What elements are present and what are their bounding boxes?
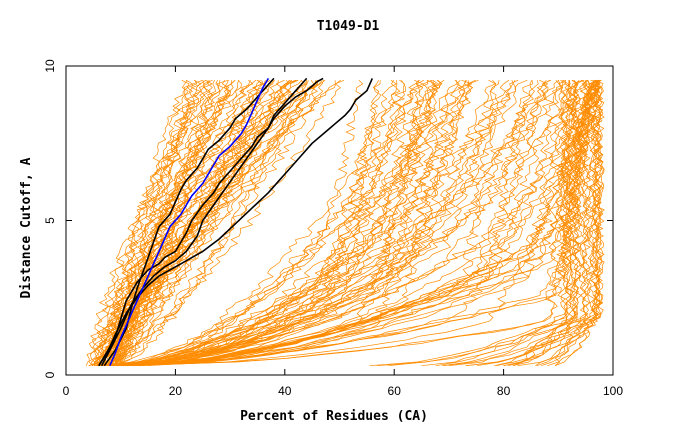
- model-curve: [540, 80, 591, 367]
- model-curve: [122, 79, 560, 367]
- model-curve: [113, 80, 401, 367]
- model-curve: [94, 79, 229, 367]
- model-curve: [118, 80, 380, 367]
- model-curve: [135, 80, 382, 367]
- highlight-curve: [98, 77, 324, 367]
- model-curve: [101, 79, 345, 367]
- model-curve: [106, 79, 550, 367]
- model-curve: [517, 79, 605, 367]
- model-curve: [116, 79, 562, 367]
- model-curve: [476, 79, 591, 367]
- model-curve: [124, 80, 589, 367]
- x-axis-label: Percent of Residues (CA): [240, 409, 428, 424]
- model-curve: [118, 80, 516, 367]
- x-tick-label: 80: [497, 384, 511, 398]
- model-curve: [101, 79, 424, 367]
- model-curve: [112, 79, 420, 367]
- model-curve: [136, 79, 405, 367]
- model-curve: [118, 79, 466, 367]
- model-curve: [441, 79, 579, 367]
- model-curve: [107, 79, 297, 367]
- model-curve: [104, 80, 397, 367]
- model-curve: [130, 80, 539, 367]
- model-curve: [104, 79, 547, 367]
- model-curve: [110, 80, 336, 366]
- model-curve: [103, 80, 469, 367]
- model-curve: [115, 79, 323, 366]
- model-curve: [133, 79, 596, 367]
- model-curve: [120, 79, 364, 367]
- model-curve: [103, 79, 436, 367]
- model-curve: [508, 79, 572, 367]
- highlight-curve: [100, 77, 308, 367]
- model-curve: [117, 79, 291, 366]
- model-curves-group: [85, 79, 605, 367]
- model-curve: [120, 80, 439, 367]
- model-curve: [107, 79, 193, 366]
- y-tick-label: 5: [43, 217, 57, 224]
- model-curve: [547, 80, 603, 367]
- model-curve: [102, 79, 599, 367]
- model-curve: [85, 80, 232, 366]
- x-tick-label: 100: [603, 384, 623, 398]
- x-tick-label: 40: [278, 384, 292, 398]
- model-curve: [107, 79, 433, 367]
- model-curve: [119, 79, 306, 366]
- model-curve: [140, 79, 473, 367]
- model-curve: [421, 80, 570, 367]
- model-curve: [117, 79, 566, 367]
- x-tick-label: 0: [63, 384, 70, 398]
- x-tick-label: 20: [169, 384, 183, 398]
- model-curve: [133, 79, 442, 367]
- model-curve: [133, 80, 437, 367]
- model-curve: [104, 79, 190, 366]
- model-curve: [102, 79, 552, 367]
- model-curve: [134, 80, 535, 367]
- model-curve: [496, 80, 575, 367]
- model-curve: [129, 80, 500, 367]
- y-axis-label: Distance Cutoff, A: [19, 157, 34, 298]
- y-tick-label: 0: [43, 371, 57, 378]
- chart-title: T1049-D1: [317, 19, 380, 34]
- model-curve: [124, 80, 595, 367]
- model-curve: [369, 80, 574, 367]
- model-curve: [135, 80, 407, 367]
- x-tick-label: 60: [388, 384, 402, 398]
- highlight-curve: [103, 77, 275, 367]
- model-curve: [104, 79, 588, 367]
- model-curve: [109, 80, 197, 367]
- model-curve: [115, 80, 420, 367]
- model-curve: [120, 79, 315, 366]
- model-curve: [99, 79, 213, 366]
- model-curve: [136, 80, 533, 367]
- axis-ticks: 0 20 40 60 80 100 0 5 10: [43, 59, 623, 398]
- model-curve: [91, 79, 341, 367]
- model-curve: [377, 80, 589, 367]
- reference-curve: [109, 77, 270, 367]
- model-curve: [435, 80, 567, 367]
- model-curve: [512, 80, 584, 367]
- y-tick-label: 10: [43, 59, 57, 73]
- model-curve: [110, 79, 519, 367]
- model-curve: [103, 79, 299, 367]
- model-curve: [109, 79, 476, 367]
- highlight-curves-group: [98, 77, 374, 367]
- model-curve: [113, 79, 303, 366]
- model-curve: [123, 79, 528, 367]
- model-curve: [465, 80, 605, 367]
